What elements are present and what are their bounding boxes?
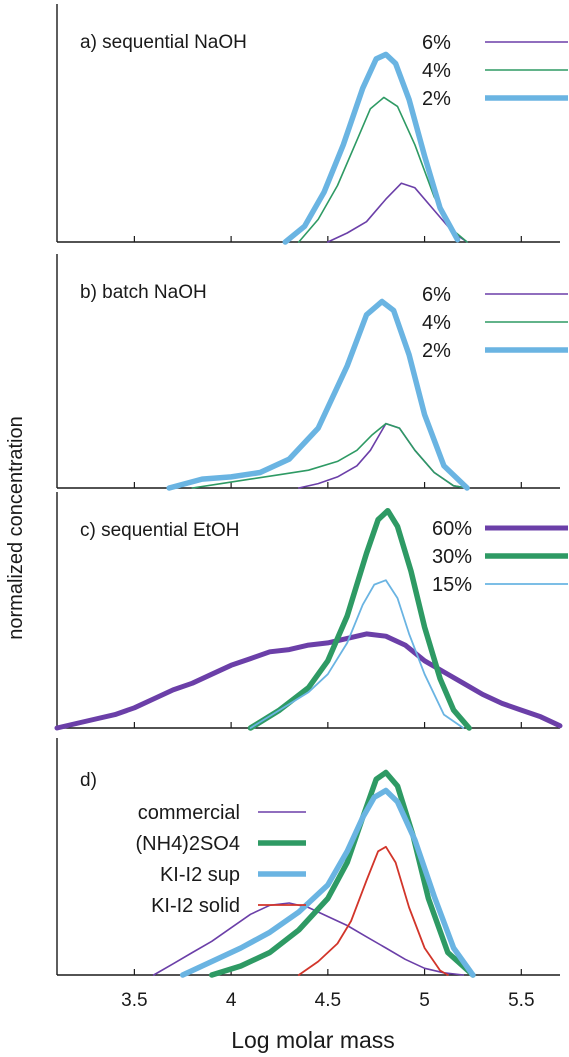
series-line-2: [247, 507, 472, 731]
legend-label: 4%: [422, 312, 451, 334]
chart-panel-3: c) sequential EtOH 60% 30% 15%: [54, 492, 568, 731]
series-line-1: [152, 902, 465, 976]
legend-label: 6%: [422, 32, 451, 54]
x-tick-label: 5: [419, 990, 430, 1011]
chart-panel-4: 3.5 4 4.5 5 5.5 d) commercial (NH4)2SO4 KI-I2 su…: [56, 738, 560, 1011]
series-line-3: [179, 787, 476, 978]
legend-label: 2%: [422, 340, 451, 362]
series-line-1: [54, 631, 563, 731]
x-tick-label: 5.5: [508, 990, 534, 1011]
x-tick-label: 4: [226, 990, 237, 1011]
panel-title: a) sequential NaOH: [80, 32, 247, 53]
series-line-2: [191, 422, 468, 489]
x-axis-title: Log molar mass: [231, 1027, 395, 1053]
series-line-1: [326, 182, 468, 243]
x-tick-label: 4.5: [315, 990, 341, 1011]
panel-title: d): [80, 770, 97, 791]
chart-panels: a) sequential NaOH 6% 4% 2% b) batch NaOH 6% 4…: [54, 4, 568, 1011]
y-axis-title: normalized concentration: [5, 416, 27, 639]
panel-title: b) batch NaOH: [80, 282, 207, 303]
legend-label: 30%: [432, 546, 472, 568]
legend-label: 6%: [422, 284, 451, 306]
legend-label: KI-I2 solid: [151, 895, 240, 917]
chart-panel-1: a) sequential NaOH 6% 4% 2%: [56, 4, 568, 245]
legend-label: 4%: [422, 60, 451, 82]
legend-label: KI-I2 sup: [160, 864, 240, 886]
x-tick-label: 3.5: [121, 990, 147, 1011]
series-line-4: [297, 845, 449, 976]
series-line-3: [249, 579, 465, 729]
legend-label: commercial: [138, 802, 240, 824]
series-line-2: [209, 769, 476, 978]
legend-label: 60%: [432, 518, 472, 540]
legend-label: 15%: [432, 574, 472, 596]
legend-label: 2%: [422, 88, 451, 110]
legend-label: (NH4)2SO4: [136, 833, 240, 855]
series-line-3: [282, 51, 461, 245]
panel-title: c) sequential EtOH: [80, 520, 239, 541]
chart-panel-2: b) batch NaOH 6% 4% 2%: [56, 254, 568, 491]
series-line-3: [166, 298, 470, 491]
